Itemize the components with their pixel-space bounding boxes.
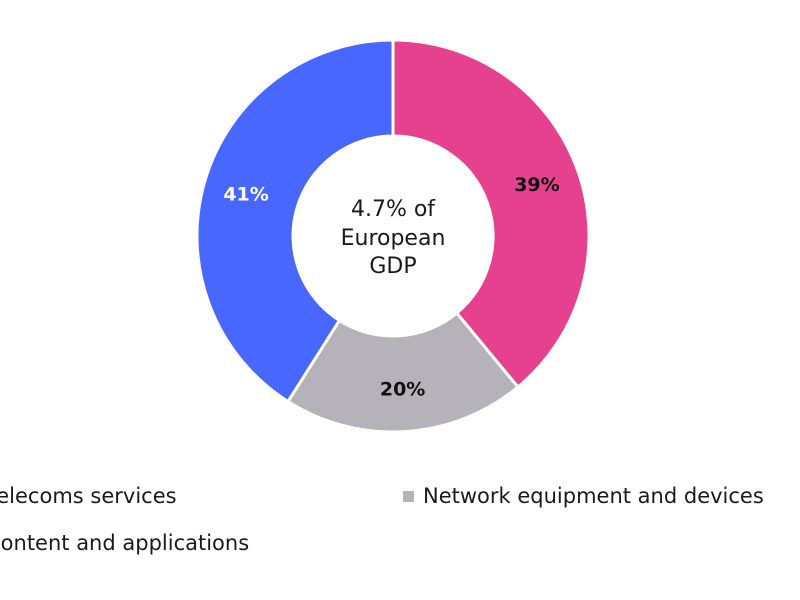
legend-label: Network equipment and devices: [423, 484, 764, 508]
legend-item-telecoms-services: Telecoms services: [0, 484, 177, 508]
legend-swatch: [403, 490, 414, 502]
data-label: 41%: [223, 183, 268, 205]
center-label-line-2: European: [341, 226, 446, 251]
data-label: 39%: [514, 174, 559, 196]
slice-network-equipment-and-devices: [285, 310, 521, 434]
center-label-line-1: 4.7% of: [351, 197, 436, 222]
legend-label: Telecoms services: [0, 484, 177, 508]
legend-label: Content and applications: [0, 531, 250, 555]
data-label: 20%: [380, 379, 425, 401]
legend-item-network-equipment: Network equipment and devices: [403, 484, 764, 508]
slice-telecoms-services: [391, 38, 591, 390]
legend-item-content-applications: Content and applications: [0, 531, 249, 555]
center-label-line-3: GDP: [369, 254, 416, 279]
slice-content-and-applications: [195, 38, 395, 404]
